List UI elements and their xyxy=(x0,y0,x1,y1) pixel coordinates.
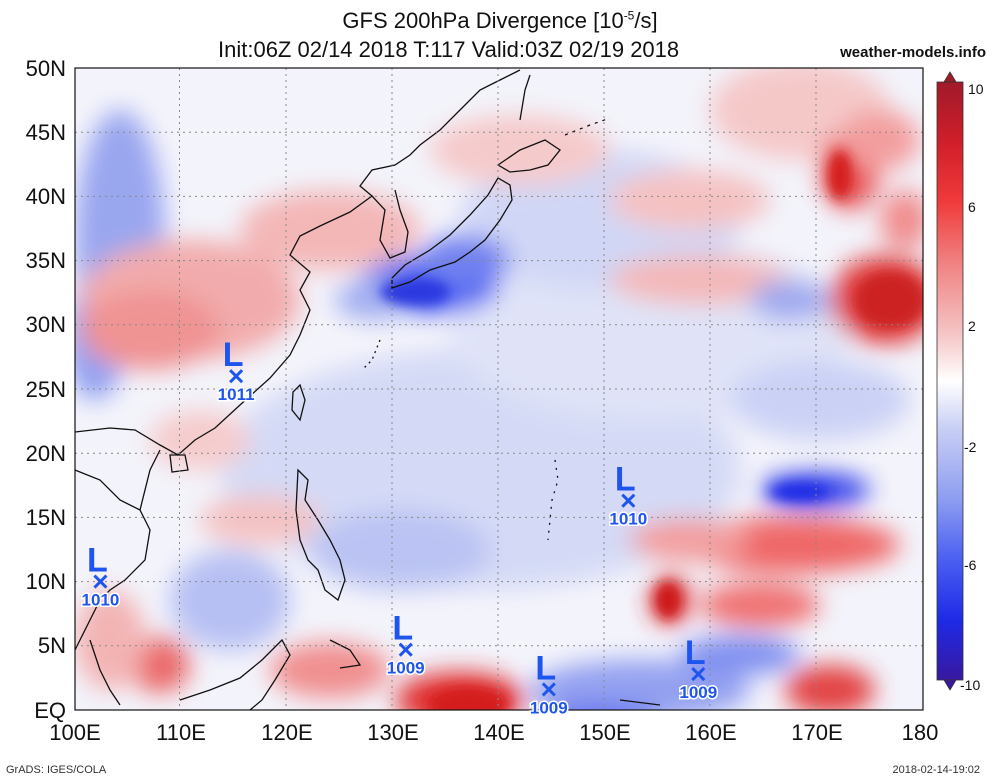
lat-label: 10N xyxy=(26,569,66,594)
lat-label: 50N xyxy=(26,56,66,81)
lon-label: 110E xyxy=(156,720,206,745)
low-marker: L 1009 xyxy=(385,610,426,680)
low-pressure-value: 1011 xyxy=(218,385,255,404)
low-marker: L 1009 xyxy=(678,634,719,704)
low-letter: L xyxy=(615,461,636,499)
lon-label: 140E xyxy=(473,720,524,745)
low-marker: L 1011 xyxy=(216,336,256,406)
low-letter: L xyxy=(87,542,108,580)
title-units: /s] xyxy=(634,8,658,33)
lon-label: 170E xyxy=(791,720,842,745)
lat-axis: 50N 45N 40N 35N 30N 25N 20N 15N 10N 5N E… xyxy=(26,56,66,723)
colorbar-bar xyxy=(936,81,964,681)
colorbar-label: -10 xyxy=(960,677,980,693)
low-pressure-value: 1010 xyxy=(609,510,647,529)
init-valid-line: Init:06Z 02/14 2018 T:117 Valid:03Z 02/1… xyxy=(218,37,680,62)
low-marker: L 1009 xyxy=(528,649,569,719)
low-letter: L xyxy=(392,610,413,648)
lat-label: 40N xyxy=(26,184,66,209)
low-letter: L xyxy=(685,634,706,672)
low-pressure-markers: L 1011 L 1010 L 1010 L 1009 L 1009 L 1009 xyxy=(80,336,719,719)
lat-label: 30N xyxy=(26,312,66,337)
coastlines xyxy=(75,69,661,710)
footer-software: GrADS: IGES/COLA xyxy=(6,764,107,776)
low-center-cross xyxy=(93,574,108,589)
colorbar-bottom-arrow xyxy=(943,679,957,691)
lat-label: EQ xyxy=(34,698,66,723)
gridlines xyxy=(75,68,923,710)
lon-label: 180 xyxy=(902,720,939,745)
lon-label: 100E xyxy=(49,720,100,745)
low-marker: L 1010 xyxy=(608,461,649,531)
low-pressure-value: 1009 xyxy=(679,683,717,702)
chart-title: GFS 200hPa Divergence [10-5/s] xyxy=(0,8,1000,34)
low-pressure-value: 1010 xyxy=(82,591,120,610)
title-text: GFS 200hPa Divergence [10 xyxy=(342,8,624,33)
low-center-cross xyxy=(398,642,413,657)
lon-label: 150E xyxy=(579,720,630,745)
low-pressure-value: 1009 xyxy=(530,698,568,717)
map-frame xyxy=(74,67,924,711)
lon-axis: 100E 110E 120E 130E 140E 150E 160E 170E … xyxy=(49,720,938,745)
colorbar-label: 10 xyxy=(968,81,984,97)
low-center-cross xyxy=(621,493,636,508)
low-pressure-value: 1009 xyxy=(387,659,425,678)
colorbar: 10 6 2 -2 -6 -10 xyxy=(936,71,984,693)
lat-label: 15N xyxy=(26,505,66,530)
colorbar-top-arrow xyxy=(943,71,957,83)
site-credit: weather-models.info xyxy=(840,44,986,61)
colorbar-label: -2 xyxy=(964,439,977,455)
footer-timestamp: 2018-02-14-19:02 xyxy=(892,764,980,776)
lat-label: 45N xyxy=(26,120,66,145)
lat-label: 5N xyxy=(38,633,66,658)
lon-label: 130E xyxy=(367,720,418,745)
low-marker: L 1010 xyxy=(80,542,121,612)
low-letter: L xyxy=(223,336,244,374)
lat-label: 25N xyxy=(26,377,66,402)
colorbar-label: -6 xyxy=(964,557,977,573)
colorbar-label: 2 xyxy=(968,318,976,334)
title-exponent: -5 xyxy=(623,8,635,23)
low-center-cross xyxy=(229,369,244,384)
lon-label: 160E xyxy=(685,720,736,745)
lat-label: 20N xyxy=(26,441,66,466)
lat-label: 35N xyxy=(26,248,66,273)
low-letter: L xyxy=(535,649,556,687)
lon-label: 120E xyxy=(261,720,312,745)
low-center-cross xyxy=(541,682,556,697)
divergence-field xyxy=(75,68,923,710)
low-center-cross xyxy=(691,666,706,682)
colorbar-label: 6 xyxy=(968,199,976,215)
